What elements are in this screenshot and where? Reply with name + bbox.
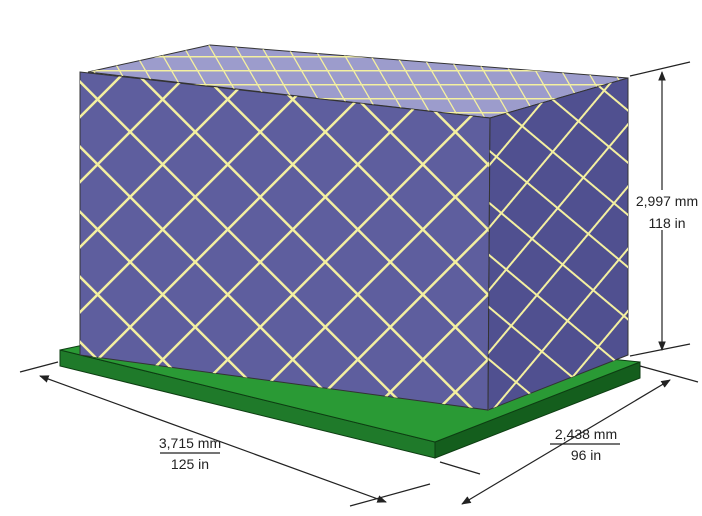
label-backing	[630, 190, 702, 230]
height-metric: 2,997 mm	[636, 193, 698, 209]
length-metric: 3,715 mm	[159, 435, 221, 451]
cargo-box	[79, 44, 629, 411]
width-metric: 2,438 mm	[555, 426, 617, 442]
width-imperial: 96 in	[571, 447, 601, 463]
height-imperial: 118 in	[648, 215, 685, 231]
length-imperial: 125 in	[171, 456, 209, 472]
